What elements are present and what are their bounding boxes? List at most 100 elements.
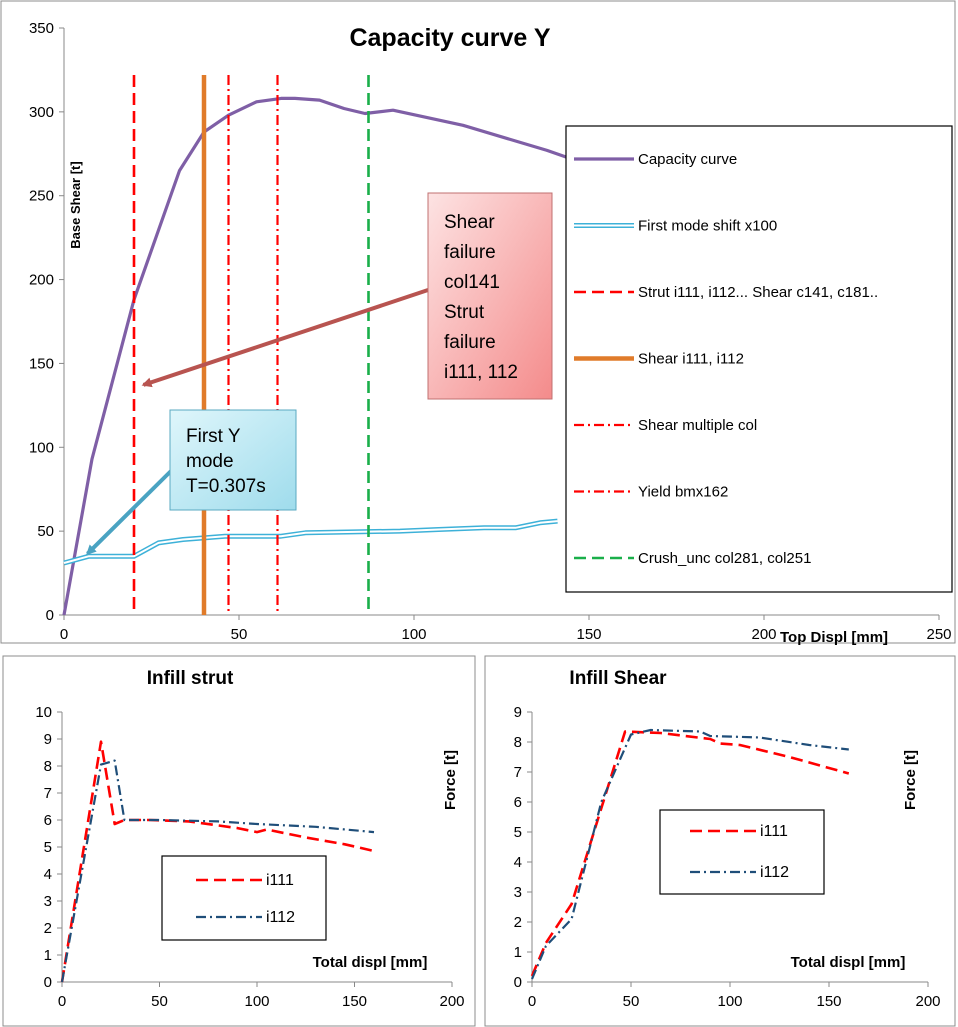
shear-series-i112-line <box>530 728 849 980</box>
main-legend-label: Capacity curve <box>638 151 737 168</box>
main-x-tick-label: 50 <box>231 626 248 643</box>
shear-x-tick-label: 150 <box>816 993 841 1010</box>
shear-legend-label: i111 <box>760 823 788 840</box>
main-y-tick-label: 300 <box>29 104 54 121</box>
strut-x-tick-label: 200 <box>439 993 464 1010</box>
first-mode-text: First Y mode T=0.307s <box>186 426 266 497</box>
strut-y-tick-label: 0 <box>44 974 52 991</box>
main-legend-label: Strut i111, i112... Shear c141, c181.. <box>638 284 878 301</box>
main-legend: Capacity curve First mode shift x100 Strut… <box>574 151 878 567</box>
main-x-ticks: 0 50 100 150 200 250 <box>60 615 952 643</box>
main-y-tick-label: 200 <box>29 272 54 289</box>
shear-y-tick-label: 9 <box>514 704 522 721</box>
main-legend-label: First mode shift x100 <box>638 218 777 235</box>
shear-y-tick-label: 7 <box>514 764 522 781</box>
shear-y-tick-label: 6 <box>514 794 522 811</box>
shear-series <box>530 728 850 980</box>
annotation-line: Shear <box>444 212 495 233</box>
strut-x-tick-label: 0 <box>58 993 66 1010</box>
main-x-tick-label: 250 <box>926 626 951 643</box>
main-y-tick-label: 50 <box>37 523 54 540</box>
main-series <box>62 75 765 616</box>
strut-y-ticks: 0 1 2 3 4 5 6 7 8 9 10 <box>35 704 62 991</box>
annotation-line: T=0.307s <box>186 476 266 497</box>
strut-y-tick-label: 1 <box>44 947 52 964</box>
main-chart-title: Capacity curve Y <box>349 24 550 52</box>
first-mode-annotation: First Y mode T=0.307s <box>86 409 297 556</box>
top-chart-frame <box>0 0 956 644</box>
strut-y-tick-label: 4 <box>44 866 52 883</box>
main-series-capacity-curve-line <box>62 96 765 616</box>
first-mode-arrow <box>86 468 174 556</box>
annotation-line: failure <box>444 242 496 263</box>
shear-y-tick-label: 1 <box>514 944 522 961</box>
main-y-tick-label: 100 <box>29 439 54 456</box>
main-axes <box>63 28 939 616</box>
strut-y-tick-label: 6 <box>44 812 52 829</box>
shear-y-tick-label: 3 <box>514 884 522 901</box>
infill-strut-chart: Infill strut 0 50 100 150 200 0 1 2 3 4 5 6 7 8 9 10 T… <box>35 668 464 1010</box>
strut-series-i112-line <box>60 759 375 983</box>
annotation-line: i111, 112 <box>444 362 518 383</box>
shear-failure-callout <box>427 192 553 400</box>
shear-failure-text: Shear failure col141 Strut failure i111, 112 <box>444 212 518 383</box>
shear-x-tick-label: 0 <box>528 993 536 1010</box>
shear-x-tick-label: 200 <box>915 993 940 1010</box>
annotation-line: Strut <box>444 302 485 323</box>
strut-x-tick-label: 100 <box>244 993 269 1010</box>
main-legend-label: Shear multiple col <box>638 417 757 434</box>
shear-x-tick-label: 50 <box>623 993 640 1010</box>
shear-series-i111-line <box>530 730 850 977</box>
strut-x-tick-label: 50 <box>151 993 168 1010</box>
main-x-tick-label: 200 <box>751 626 776 643</box>
shear-failure-annotation: Shear failure col141 Strut failure i111, 112 <box>141 192 553 400</box>
strut-legend-label: i112 <box>266 909 295 926</box>
strut-y-axis-label: Force [t] <box>442 750 459 810</box>
shear-x-axis-label: Total displ [mm] <box>791 954 906 971</box>
shear-legend: i111 i112 <box>690 823 789 881</box>
strut-legend: i111 i112 <box>196 872 295 926</box>
main-y-tick-label: 250 <box>29 188 54 205</box>
shear-legend-label: i112 <box>760 864 789 881</box>
strut-x-axis-label: Total displ [mm] <box>313 954 428 971</box>
strut-y-tick-label: 8 <box>44 758 52 775</box>
shear-y-tick-label: 2 <box>514 914 522 931</box>
strut-x-ticks: 0 50 100 150 200 <box>58 982 465 1010</box>
shear-y-axis-label: Force [t] <box>902 750 919 810</box>
shear-y-ticks: 0 1 2 3 4 5 6 7 8 9 <box>514 704 532 991</box>
main-x-tick-label: 100 <box>401 626 426 643</box>
strut-y-tick-label: 9 <box>44 731 52 748</box>
main-y-tick-label: 150 <box>29 355 54 372</box>
main-y-axis-label: Base Shear [t] <box>68 161 83 248</box>
shear-y-tick-label: 4 <box>514 854 522 871</box>
shear-failure-arrow <box>141 288 429 388</box>
main-y-tick-label: 350 <box>29 20 54 37</box>
annotation-line: failure <box>444 332 496 353</box>
first-mode-callout <box>169 409 297 511</box>
main-legend-label: Shear i111, i112 <box>638 351 744 368</box>
shear-y-tick-label: 5 <box>514 824 522 841</box>
strut-legend-box <box>161 855 327 941</box>
shear-y-tick-label: 8 <box>514 734 522 751</box>
strut-y-tick-label: 3 <box>44 893 52 910</box>
shear-legend-box <box>659 809 825 895</box>
main-legend-label: Yield bmx162 <box>638 484 728 501</box>
annotation-line: mode <box>186 451 234 472</box>
infill-shear-chart: Infill Shear 0 50 100 150 200 0 1 2 3 4 5 6 7 8 9 Tot… <box>514 668 941 1010</box>
strut-legend-label: i111 <box>266 872 294 889</box>
strut-chart-title: Infill strut <box>147 668 234 689</box>
strut-chart-frame <box>2 655 476 1027</box>
main-series-first-mode-shift-x100-inner <box>63 520 558 564</box>
main-y-ticks: 0 50 100 150 200 250 300 350 <box>29 20 64 624</box>
strut-x-tick-label: 150 <box>342 993 367 1010</box>
main-x-axis-label: Top Displ [mm] <box>780 629 888 646</box>
strut-series-i111-line <box>60 740 375 983</box>
strut-series <box>60 740 375 983</box>
strut-y-tick-label: 10 <box>35 704 52 721</box>
shear-x-ticks: 0 50 100 150 200 <box>528 982 941 1010</box>
main-x-tick-label: 0 <box>60 626 68 643</box>
annotation-line: First Y <box>186 426 241 447</box>
capacity-curve-chart: 0 50 100 150 200 250 0 50 100 150 200 250 300 350 Ca… <box>29 20 953 646</box>
annotation-line: col141 <box>444 272 500 293</box>
